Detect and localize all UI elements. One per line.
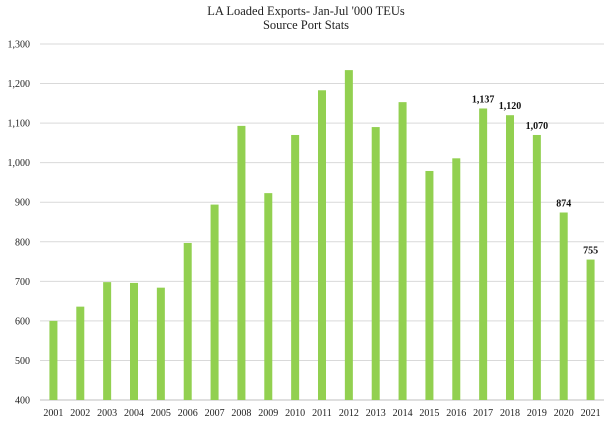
- x-tick-label: 2020: [554, 408, 574, 419]
- bar-2002: [76, 306, 85, 400]
- data-labels: 1,137 1,120 1,070 874 755: [472, 94, 598, 256]
- bar-2020: [559, 212, 568, 400]
- x-tick-label: 2010: [285, 408, 305, 419]
- bar-2009: [264, 193, 273, 400]
- x-tick-label: 2015: [419, 408, 439, 419]
- y-axis-ticks: 400 500 600 700 800 900 1,000 1,100 1,200 1,300: [8, 40, 31, 407]
- bar-2010: [291, 134, 300, 400]
- bars: [49, 70, 595, 401]
- x-tick-label: 2018: [500, 408, 520, 419]
- y-tick-label: 1,200: [8, 79, 31, 90]
- x-axis-ticks: 2001 2002 2003 2004 2005 2006 2007 2008 2009 2010…: [43, 408, 600, 419]
- data-label-2019: 1,070: [526, 121, 549, 132]
- chart-title: LA Loaded Exports- Jan-Jul '000 TEUs: [207, 4, 405, 18]
- bar-2004: [130, 282, 138, 400]
- bar-2012: [344, 70, 353, 401]
- bar-2005: [156, 287, 165, 400]
- y-tick-label: 600: [15, 316, 30, 327]
- data-label-2021: 755: [583, 246, 598, 257]
- x-tick-label: 2014: [393, 408, 413, 419]
- y-tick-label: 400: [15, 396, 30, 407]
- x-tick-label: 2019: [527, 408, 547, 419]
- bar-2001: [49, 320, 58, 400]
- bar-2008: [237, 125, 246, 400]
- bar-2019: [532, 134, 541, 400]
- x-tick-label: 2016: [446, 408, 466, 419]
- bar-2016: [452, 158, 461, 400]
- data-label-2017: 1,137: [472, 94, 495, 105]
- x-tick-label: 2003: [97, 408, 117, 419]
- bar-2011: [318, 90, 326, 400]
- chart-subtitle: Source Port Stats: [263, 18, 349, 32]
- x-tick-label: 2017: [473, 408, 493, 419]
- bar-2017: [479, 108, 488, 400]
- bar-2015: [425, 170, 434, 400]
- y-tick-label: 1,300: [8, 40, 31, 51]
- bar-2013: [371, 127, 380, 401]
- y-tick-label: 900: [15, 198, 30, 209]
- x-tick-label: 2008: [231, 408, 251, 419]
- bar-2014: [398, 102, 407, 400]
- y-tick-label: 700: [15, 277, 30, 288]
- x-tick-label: 2005: [151, 408, 171, 419]
- x-tick-label: 2013: [366, 408, 386, 419]
- bar-2003: [103, 282, 112, 400]
- y-tick-label: 1,000: [8, 158, 31, 169]
- x-tick-label: 2021: [581, 408, 601, 419]
- bar-2021: [586, 259, 595, 400]
- x-tick-label: 2002: [70, 408, 90, 419]
- x-tick-label: 2004: [124, 408, 144, 419]
- data-label-2018: 1,120: [499, 101, 522, 112]
- x-tick-label: 2006: [178, 408, 198, 419]
- data-label-2020: 874: [556, 199, 571, 210]
- bar-2007: [210, 204, 219, 400]
- y-tick-label: 1,100: [8, 119, 31, 130]
- bar-2006: [183, 242, 192, 400]
- x-tick-label: 2011: [312, 408, 332, 419]
- x-tick-label: 2009: [258, 408, 278, 419]
- x-tick-label: 2007: [205, 408, 225, 419]
- y-tick-label: 800: [15, 237, 30, 248]
- x-tick-label: 2012: [339, 408, 359, 419]
- x-tick-label: 2001: [43, 408, 63, 419]
- y-tick-label: 500: [15, 356, 30, 367]
- bar-2018: [506, 115, 514, 400]
